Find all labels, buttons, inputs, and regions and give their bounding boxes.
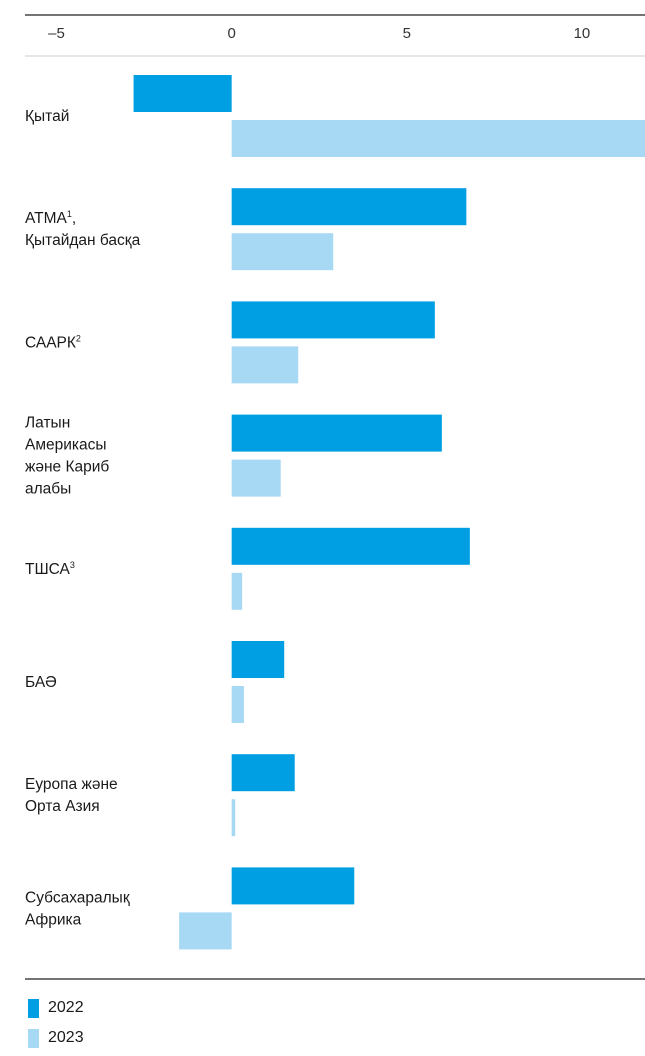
legend: 2022 2023 xyxy=(28,996,84,1056)
legend-swatch-2022 xyxy=(28,998,39,1018)
bar-chart: –5 0 5 10 Қытай АТМА1, Қытайдан басқа СААРК2 Ла… xyxy=(25,14,645,980)
category-label: АТМА1, Қытайдан басқа xyxy=(25,209,141,249)
category-label: СААРК2 xyxy=(25,333,81,351)
bar-2023 xyxy=(231,572,243,610)
bar-2023 xyxy=(179,912,232,950)
category-label: ТШСА3 xyxy=(25,560,75,578)
bar-2022 xyxy=(231,527,470,565)
x-tick-label: 10 xyxy=(574,25,591,42)
bar-2022 xyxy=(231,754,295,792)
bar-2023 xyxy=(231,233,334,271)
legend-label-2023: 2023 xyxy=(48,1029,84,1046)
bar-2023 xyxy=(231,799,236,837)
category-label: БАӘ xyxy=(25,674,57,691)
legend-label-2022: 2022 xyxy=(48,999,84,1016)
category-label: Субсахаралық Африка xyxy=(25,889,130,928)
bar-2022 xyxy=(231,188,467,226)
bar-2023 xyxy=(231,120,645,157)
bar-2022 xyxy=(231,867,355,905)
bar-2023 xyxy=(231,346,299,384)
category-labels: Қытай АТМА1, Қытайдан басқа СААРК2 Латын Амер… xyxy=(25,108,141,928)
x-tick-label: –5 xyxy=(48,25,65,42)
bar-2022 xyxy=(133,75,232,112)
bars xyxy=(133,75,645,950)
bar-2022 xyxy=(231,414,442,452)
x-tick-label: 5 xyxy=(403,25,411,42)
category-label: Қытай xyxy=(25,108,69,125)
legend-item-2022: 2022 xyxy=(28,996,84,1020)
bar-2023 xyxy=(231,459,281,497)
bar-2022 xyxy=(231,641,285,678)
category-label: Латын Америкасы және Кариб алабы xyxy=(25,415,109,498)
bar-2022 xyxy=(231,301,435,339)
legend-item-2023: 2023 xyxy=(28,1026,84,1050)
legend-swatch-2023 xyxy=(28,1028,39,1048)
x-axis-ticks: –5 0 5 10 xyxy=(48,25,590,42)
x-tick-label: 0 xyxy=(227,25,235,42)
bar-2023 xyxy=(231,686,244,723)
category-label: Еуропа және Орта Азия xyxy=(25,776,118,815)
